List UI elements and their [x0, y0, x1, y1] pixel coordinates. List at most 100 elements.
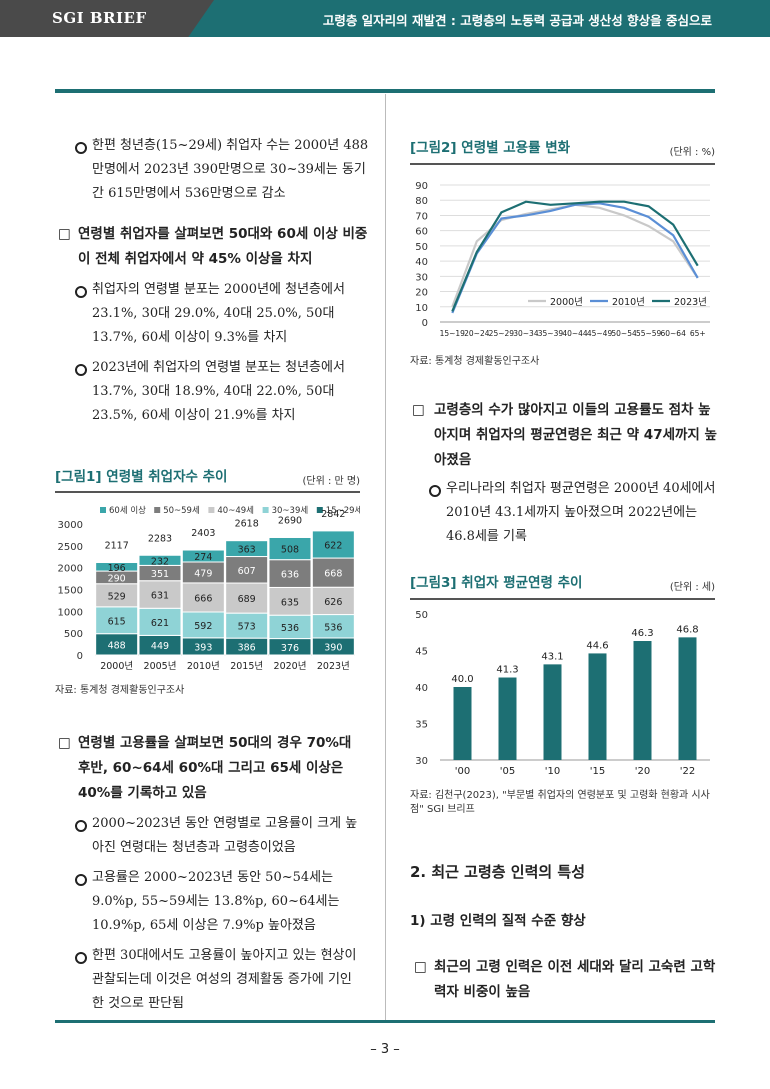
- fig2-xtick: 25~29: [489, 329, 515, 338]
- fig1-bar-segment: [268, 536, 312, 561]
- bullet-avg-age: 우리나라의 취업자 평균연령은 2000년 40세에서 2010년 43.1세까…: [412, 477, 717, 549]
- fig1-segment-label: 232: [151, 556, 169, 567]
- fig1-total-label: 2117: [105, 541, 129, 552]
- fig3-ytick: 40: [415, 683, 428, 694]
- fig2-legend-label: 2023년: [674, 297, 707, 308]
- heading-avg-age: 고령층의 수가 많아지고 이들의 고용률도 점차 높아지며 취업자의 평균연령은…: [412, 398, 717, 473]
- fig2-ytick: 50: [415, 242, 428, 253]
- fig1-segment-label: 573: [238, 622, 256, 633]
- fig1-bar-segment: [181, 582, 225, 613]
- fig1-segment-label: 689: [238, 594, 256, 605]
- fig1-segment-label: 390: [324, 642, 342, 653]
- fig2-title: [그림2] 연령별 고용률 변화: [410, 140, 571, 156]
- fig1-bar-segment: [268, 559, 312, 588]
- fig3-ytick: 50: [415, 610, 428, 621]
- fig1-bar-segment: [311, 586, 355, 616]
- fig1-ytick: 1000: [58, 607, 83, 618]
- fig1-segment-label: 592: [194, 621, 212, 632]
- fig2-xtick: 20~24: [464, 329, 490, 338]
- fig2-ytick: 90: [415, 181, 428, 192]
- fig1-legend-label: 40~49세: [217, 506, 254, 516]
- column-divider: [385, 94, 386, 1020]
- fig1-bar-segment: [311, 530, 355, 559]
- fig1-segment-label: 196: [108, 563, 126, 574]
- fig1-segment-label: 393: [194, 642, 212, 653]
- fig3-title: [그림3] 취업자 평균연령 추이: [410, 575, 583, 591]
- fig1-xtick: 2015년: [230, 661, 263, 672]
- fig2-series-line: [451, 202, 699, 314]
- fig1-segment-label: 607: [238, 566, 256, 577]
- fig2-ytick: 60: [415, 227, 428, 238]
- bullet-dist-2000: 취업자의 연령별 분포는 2000년에 청년층에서 23.1%, 30대 29.…: [58, 278, 370, 350]
- fig2-header: [그림2] 연령별 고용률 변화 (단위 : %): [410, 136, 715, 158]
- fig1-xtick: 2020년: [274, 661, 307, 672]
- fig1-xtick: 2023년: [317, 661, 350, 672]
- left-column-lower: 연령별 고용률을 살펴보면 50대의 경우 70%대 후반, 60~64세 60…: [58, 731, 363, 1016]
- fig2-legend-label: 2010년: [612, 297, 645, 308]
- fig1-unit: (단위 : 만 명): [302, 476, 360, 487]
- fig2-box: 0 10 20 30 40 50 60 70 80 90 15~19 20~24 25~29 30~34 3…: [410, 163, 715, 347]
- fig3-chart: 30 35 40 45 50 40.0 '00 41.3 '05 43.1 '10 44.6 '15 46…: [415, 610, 710, 777]
- fig3-ytick: 30: [415, 756, 428, 767]
- fig2-ytick: 0: [422, 318, 428, 329]
- fig1-source: 자료: 통계청 경제활동인구조사: [55, 685, 185, 696]
- fig1-total-label: 2842: [321, 509, 345, 520]
- fig2-xtick: 65+: [690, 329, 706, 338]
- fig1-header: [그림1] 연령별 취업자수 추이 (단위 : 만 명): [55, 465, 360, 487]
- bullet-dist-2023: 2023년에 취업자의 연령별 분포는 청년층에서 13.7%, 30대 18.…: [58, 356, 370, 428]
- fig1-segment-label: 666: [194, 593, 212, 604]
- fig2-ytick: 40: [415, 257, 428, 268]
- fig1-segment-label: 488: [108, 640, 126, 651]
- fig2-legend-label: 2000년: [550, 297, 583, 308]
- fig1-total-label: 2403: [191, 528, 215, 539]
- fig2-xtick: 30~34: [513, 329, 539, 338]
- bullet-30s: 한편 30대에서도 고용률이 높아지고 있는 현상이 관찰되는데 이것은 여성의…: [58, 944, 363, 1016]
- top-rule: [55, 89, 715, 93]
- page-header: SGI BRIEF 고령층 일자리의 재발견 : 고령층의 노동력 공급과 생산…: [0, 0, 770, 37]
- fig1-total-label: 2690: [278, 515, 302, 526]
- heading-skilled: 최근의 고령 인력은 이전 세대와 달리 고숙련 고학력자 비중이 높음: [414, 955, 719, 1005]
- fig1-segment-label: 274: [194, 552, 212, 563]
- fig3-source: 자료: 김천구(2023), "부문별 취업자의 연령분포 및 고령화 현황과 …: [410, 790, 710, 815]
- fig1-legend-label: 30~39세: [272, 506, 309, 516]
- fig1-segment-label: 536: [281, 623, 299, 634]
- fig3-value-label: 40.0: [451, 674, 473, 685]
- fig1-bar-segment: [268, 586, 312, 616]
- fig1-segment-label: 626: [324, 597, 342, 608]
- fig3-value-label: 46.8: [676, 624, 698, 635]
- fig3-value-label: 41.3: [496, 665, 518, 676]
- fig1-ytick: 500: [64, 629, 83, 640]
- fig1-bar-segment: [181, 611, 225, 639]
- brand-tab: SGI BRIEF: [0, 0, 214, 37]
- brand-label: SGI BRIEF: [52, 9, 147, 27]
- fig3-bar: [498, 677, 517, 760]
- fig3-xtick: '10: [545, 766, 560, 777]
- fig1-xtick: 2000년: [100, 661, 133, 672]
- fig2-xtick: 45~49: [587, 329, 613, 338]
- section-heading: 2. 최근 고령층 인력의 특성: [410, 863, 586, 881]
- fig3-xtick: '05: [500, 766, 515, 777]
- fig3-xtick: '22: [680, 766, 695, 777]
- fig1-bar-segment: [225, 582, 269, 614]
- fig1-segment-label: 386: [238, 643, 256, 654]
- fig1-ytick: 1500: [58, 586, 83, 597]
- fig1-bar-segment: [138, 580, 182, 609]
- fig1-segment-label: 622: [324, 540, 342, 551]
- fig2-ytick: 70: [415, 211, 428, 222]
- fig2-source: 자료: 통계청 경제활동인구조사: [410, 356, 540, 367]
- fig2-series-line: [451, 200, 699, 312]
- fig3-bar: [453, 687, 472, 760]
- fig3-xtick: '20: [635, 766, 650, 777]
- bullet-youth: 한편 청년층(15~29세) 취업자 수는 2000년 488만명에서 2023…: [58, 134, 370, 206]
- fig1-bar-segment: [95, 562, 139, 572]
- header-title: 고령층 일자리의 재발견 : 고령층의 노동력 공급과 생산성 향상을 중심으로: [322, 13, 712, 28]
- fig3-bar: [543, 664, 562, 760]
- fig2-xtick: 15~19: [440, 329, 466, 338]
- fig2-xtick: 55~59: [636, 329, 662, 338]
- fig1-segment-label: 479: [194, 568, 212, 579]
- fig1-segment-label: 635: [281, 597, 299, 608]
- heading-age-employment: 연령별 취업자를 살펴보면 50대와 60세 이상 비중이 전체 취업자에서 약…: [58, 222, 370, 272]
- fig1-segment-label: 376: [281, 643, 299, 654]
- fig3-value-label: 46.3: [631, 628, 653, 639]
- fig1-legend-swatch: [100, 507, 106, 513]
